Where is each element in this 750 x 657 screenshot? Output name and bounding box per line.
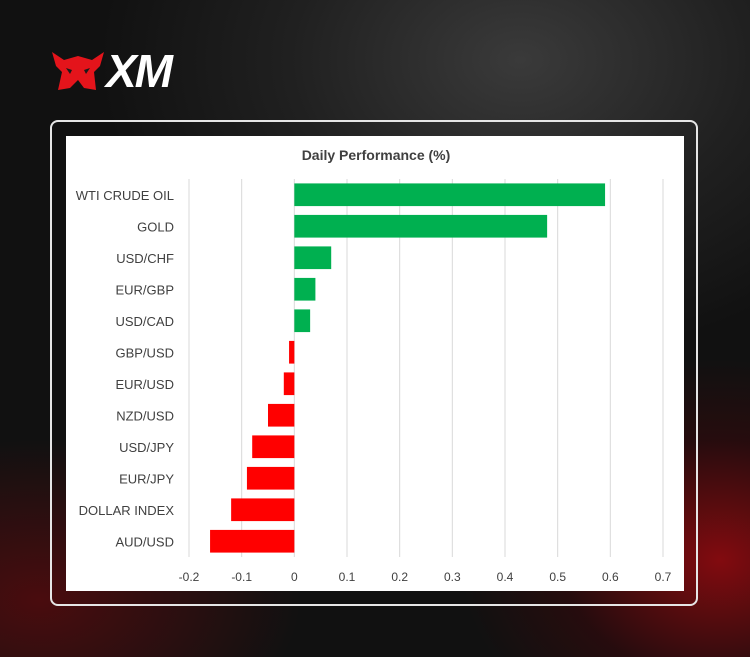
x-tick-label: 0.2 xyxy=(391,570,408,584)
category-label: USD/CAD xyxy=(115,314,174,329)
category-label: GBP/USD xyxy=(115,345,174,360)
bar xyxy=(210,529,295,553)
bar xyxy=(294,246,332,270)
x-tick-label: 0.1 xyxy=(339,570,356,584)
category-labels: WTI CRUDE OIL GOLD USD/CHF EUR/GBP USD/CAD GB… xyxy=(76,188,175,550)
bar xyxy=(268,403,295,427)
x-tick-label: 0.7 xyxy=(655,570,672,584)
category-label: WTI CRUDE OIL xyxy=(76,188,174,203)
bar xyxy=(246,466,295,490)
category-label: AUD/USD xyxy=(115,534,174,549)
x-tick-labels: -0.2 -0.1 0 0.1 0.2 0.3 0.4 0.5 0.6 0.7 xyxy=(179,570,672,584)
grid-lines xyxy=(188,179,664,557)
bar xyxy=(294,183,606,207)
logo-wordmark: XM xyxy=(106,45,173,97)
bar xyxy=(283,372,295,396)
bar-chart: Daily Performance (%) WTI CRUDE OIL GOLD U… xyxy=(76,147,672,584)
x-tick-label: 0.3 xyxy=(444,570,461,584)
x-tick-label: 0 xyxy=(291,570,298,584)
xm-logo: XM xyxy=(50,45,210,97)
bar xyxy=(252,435,295,459)
category-label: EUR/USD xyxy=(115,377,174,392)
x-tick-label: 0.4 xyxy=(497,570,514,584)
bar xyxy=(294,309,311,333)
category-label: USD/JPY xyxy=(119,440,174,455)
category-label: EUR/GBP xyxy=(115,282,174,297)
category-label: USD/CHF xyxy=(116,251,174,266)
bull-icon xyxy=(52,52,104,90)
chart-frame xyxy=(50,120,698,606)
category-label: EUR/JPY xyxy=(119,471,174,486)
chart-panel: Daily Performance (%) WTI CRUDE OIL GOLD U… xyxy=(66,136,684,591)
bar xyxy=(294,277,316,301)
category-label: GOLD xyxy=(137,219,174,234)
bar xyxy=(231,498,295,522)
x-tick-label: 0.5 xyxy=(549,570,566,584)
x-tick-label: 0.6 xyxy=(602,570,619,584)
chart-title: Daily Performance (%) xyxy=(302,147,451,163)
bar xyxy=(289,340,295,364)
x-tick-label: -0.1 xyxy=(231,570,252,584)
x-tick-label: -0.2 xyxy=(179,570,200,584)
bars xyxy=(210,183,606,553)
bar xyxy=(294,214,548,238)
category-label: DOLLAR INDEX xyxy=(79,503,175,518)
category-label: NZD/USD xyxy=(116,408,174,423)
